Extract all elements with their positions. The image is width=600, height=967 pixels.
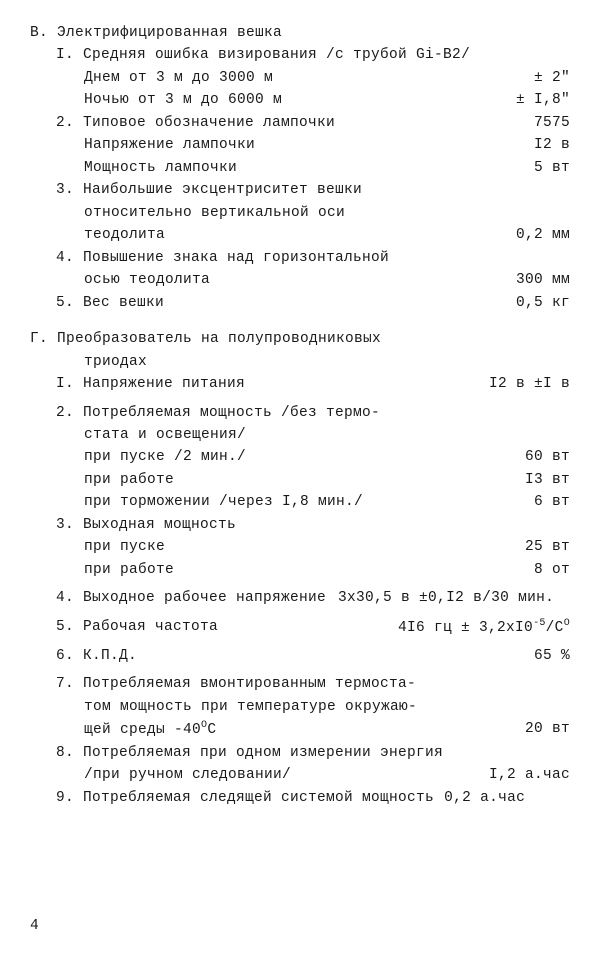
g3a: 3. Выходная мощность: [30, 514, 570, 536]
g5-label: 5. Рабочая частота: [56, 616, 218, 639]
b3c: теодолита 0,2 мм: [30, 224, 570, 246]
b4b: осью теодолита 300 мм: [30, 269, 570, 291]
g2e-value: 6 вт: [534, 491, 570, 513]
page-number: 4: [30, 915, 39, 937]
b2b: Напряжение лампочки I2 в: [30, 134, 570, 156]
g2d-value: I3 вт: [525, 469, 570, 491]
b2c: Мощность лампочки 5 вт: [30, 157, 570, 179]
b2b-value: I2 в: [534, 134, 570, 156]
b2a-value: 7575: [534, 112, 570, 134]
b1b: Ночью от 3 м до 6000 м ± I,8": [30, 89, 570, 111]
b4b-value: 300 мм: [516, 269, 570, 291]
b4a: 4. Повышение знака над горизонтальной: [30, 247, 570, 269]
section-g-title-a: Г. Преобразователь на полупроводниковых: [30, 328, 570, 350]
g8b: /при ручном следовании/ I,2 а.час: [30, 764, 570, 786]
g7c-value: 20 вт: [525, 718, 570, 741]
g3b-value: 25 вт: [525, 536, 570, 558]
g6-label: 6. К.П.Д.: [56, 645, 137, 667]
g6: 6. К.П.Д. 65 %: [30, 645, 570, 667]
b2b-label: Напряжение лампочки: [84, 134, 255, 156]
b1-heading: I. Средняя ошибка визирования /с трубой …: [30, 44, 570, 66]
b1a-value: ± 2": [534, 67, 570, 89]
g5-value: 4I6 гц ± 3,2xI0-5/СО: [398, 616, 570, 639]
g1: I. Напряжение питания I2 в ±I в: [30, 373, 570, 395]
g4-label: 4. Выходное рабочее напряжение: [56, 587, 326, 609]
doc-body: В. Электрифицированная вешка I. Средняя …: [30, 22, 570, 809]
g1-label: I. Напряжение питания: [56, 373, 245, 395]
g5: 5. Рабочая частота 4I6 гц ± 3,2xI0-5/СО: [30, 616, 570, 639]
g2e-label: при торможении /через I,8 мин./: [84, 491, 363, 513]
section-g-title-b: триодах: [30, 351, 570, 373]
g3b-label: при пуске: [84, 536, 165, 558]
g9-label: 9. Потребляемая следящей системой мощнос…: [56, 787, 434, 809]
g6-value: 65 %: [534, 645, 570, 667]
g9: 9. Потребляемая следящей системой мощнос…: [30, 787, 570, 809]
b4b-label: осью теодолита: [84, 269, 210, 291]
g9-value: 0,2 а.час: [444, 787, 525, 809]
g3c-label: при работе: [84, 559, 174, 581]
g1-value: I2 в ±I в: [489, 373, 570, 395]
b1a: Днем от 3 м до 3000 м ± 2": [30, 67, 570, 89]
b2a: 2. Типовое обозначение лампочки 7575: [30, 112, 570, 134]
b2a-label: 2. Типовое обозначение лампочки: [56, 112, 335, 134]
b5-value: 0,5 кг: [516, 292, 570, 314]
section-b-title: В. Электрифицированная вешка: [30, 22, 570, 44]
g7b: том мощность при температуре окружаю-: [30, 696, 570, 718]
g3b: при пуске 25 вт: [30, 536, 570, 558]
g4-value: 3x30,5 в ±0,I2 в/30 мин.: [338, 587, 554, 609]
b3c-label: теодолита: [84, 224, 165, 246]
g2d-label: при работе: [84, 469, 174, 491]
g2e: при торможении /через I,8 мин./ 6 вт: [30, 491, 570, 513]
b1b-value: ± I,8": [516, 89, 570, 111]
g8a: 8. Потребляемая при одном измерении энер…: [30, 742, 570, 764]
g8b-value: I,2 а.час: [489, 764, 570, 786]
b3c-value: 0,2 мм: [516, 224, 570, 246]
g2c-value: 60 вт: [525, 446, 570, 468]
g7c-label: щей среды -40ОС: [84, 718, 216, 741]
b3b: относительно вертикальной оси: [30, 202, 570, 224]
g2c-label: при пуске /2 мин./: [84, 446, 246, 468]
g2c: при пуске /2 мин./ 60 вт: [30, 446, 570, 468]
g3c: при работе 8 от: [30, 559, 570, 581]
b1b-label: Ночью от 3 м до 6000 м: [84, 89, 282, 111]
b2c-label: Мощность лампочки: [84, 157, 237, 179]
b5-label: 5. Вес вешки: [56, 292, 164, 314]
g3c-value: 8 от: [534, 559, 570, 581]
g7a: 7. Потребляемая вмонтированным термоста-: [30, 673, 570, 695]
b3a: 3. Наибольшие эксцентриситет вешки: [30, 179, 570, 201]
g7c: щей среды -40ОС 20 вт: [30, 718, 570, 741]
g2a: 2. Потребляемая мощность /без термо-: [30, 402, 570, 424]
b5: 5. Вес вешки 0,5 кг: [30, 292, 570, 314]
g4: 4. Выходное рабочее напряжение 3x30,5 в …: [30, 587, 570, 609]
g2d: при работе I3 вт: [30, 469, 570, 491]
g8b-label: /при ручном следовании/: [84, 764, 291, 786]
g2b: стата и освещения/: [30, 424, 570, 446]
b2c-value: 5 вт: [534, 157, 570, 179]
b1a-label: Днем от 3 м до 3000 м: [84, 67, 273, 89]
